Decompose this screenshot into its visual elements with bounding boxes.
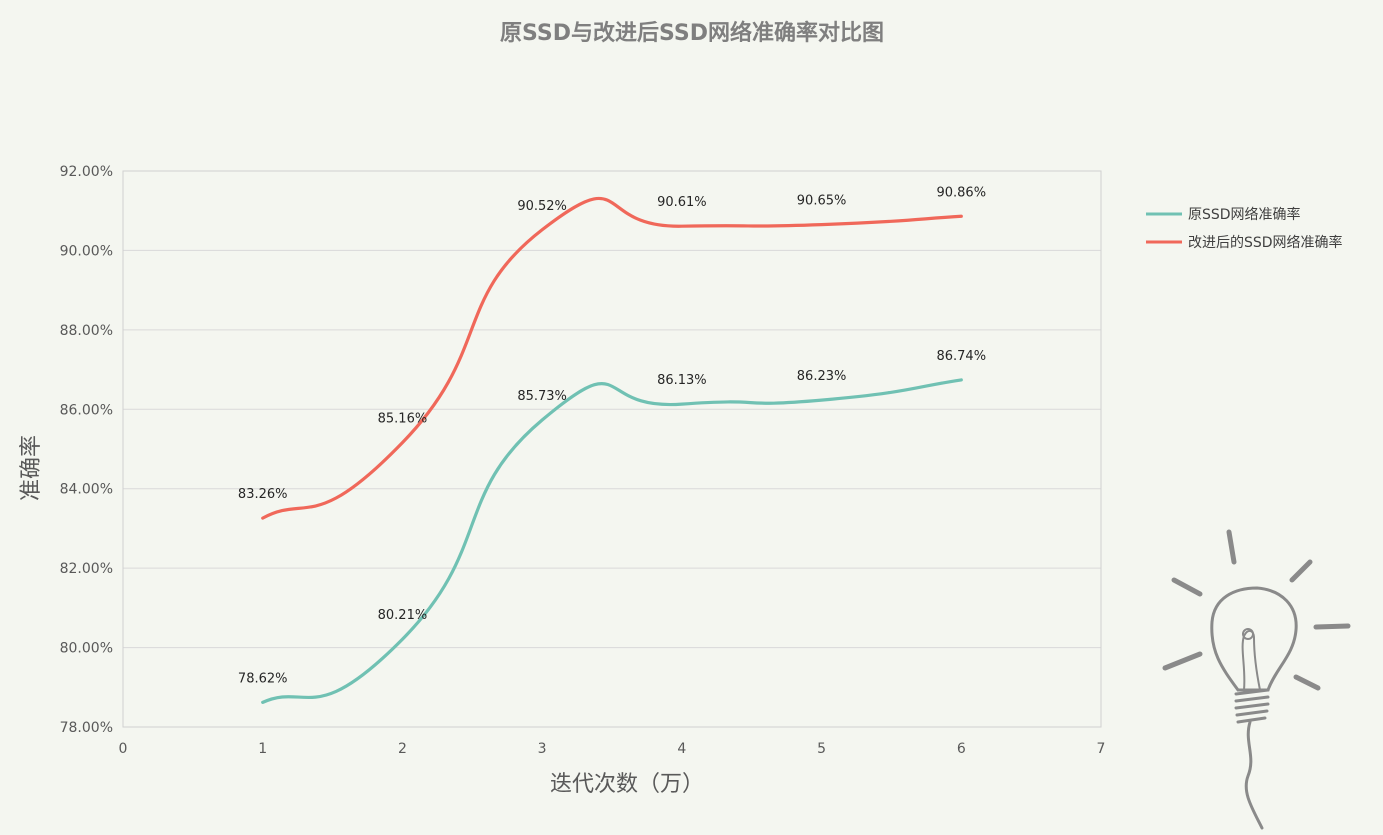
x-tick-label: 7 — [1097, 741, 1106, 757]
data-labels: 78.62% 80.21% 85.73% 86.13% 86.23% 86.74% 83.2… — [238, 185, 986, 686]
x-tick-label: 3 — [538, 741, 547, 757]
x-tick-label: 5 — [817, 741, 826, 757]
data-label: 86.23% — [797, 369, 847, 384]
data-label: 85.16% — [378, 412, 428, 427]
legend-label: 原SSD网络准确率 — [1188, 206, 1301, 223]
data-label: 80.21% — [378, 608, 428, 623]
data-label: 78.62% — [238, 671, 288, 686]
x-tick-label: 4 — [677, 741, 686, 757]
y-tick-label: 90.00% — [60, 243, 113, 259]
y-tick-label: 86.00% — [60, 402, 113, 418]
y-tick-label: 92.00% — [60, 164, 113, 180]
lightbulb-icon — [1162, 529, 1351, 830]
legend-label: 改进后的SSD网络准确率 — [1188, 234, 1343, 251]
data-label: 83.26% — [238, 487, 288, 502]
y-tick-label: 78.00% — [60, 720, 113, 736]
series-line-2 — [261, 196, 963, 520]
y-tick-label: 80.00% — [60, 641, 113, 657]
x-axis-title: 迭代次数（万） — [550, 772, 704, 797]
x-tick-label: 2 — [398, 741, 407, 757]
x-tick-label: 0 — [119, 741, 128, 757]
plot-area — [122, 170, 1102, 728]
x-axis-ticks: 0 1 2 3 4 5 6 7 — [119, 741, 1106, 757]
x-tick-label: 1 — [258, 741, 267, 757]
data-label: 86.74% — [936, 349, 986, 364]
data-label: 85.73% — [517, 389, 567, 404]
series-line-1 — [261, 378, 963, 704]
chart-title: 原SSD与改进后SSD网络准确率对比图 — [500, 20, 884, 46]
data-label: 90.86% — [936, 185, 986, 200]
data-label: 90.52% — [517, 199, 567, 214]
grid-lines — [123, 170, 1101, 728]
series-lines — [261, 196, 963, 704]
x-tick-label: 6 — [957, 741, 966, 757]
y-tick-label: 88.00% — [60, 323, 113, 339]
y-axis-title: 准确率 — [19, 435, 44, 501]
y-tick-label: 84.00% — [60, 482, 113, 498]
y-axis-ticks: 78.00% 80.00% 82.00% 84.00% 86.00% 88.00% 90.0… — [60, 164, 113, 736]
y-tick-label: 82.00% — [60, 561, 113, 577]
data-label: 86.13% — [657, 373, 707, 388]
data-label: 90.65% — [797, 194, 847, 209]
data-label: 90.61% — [657, 195, 707, 210]
